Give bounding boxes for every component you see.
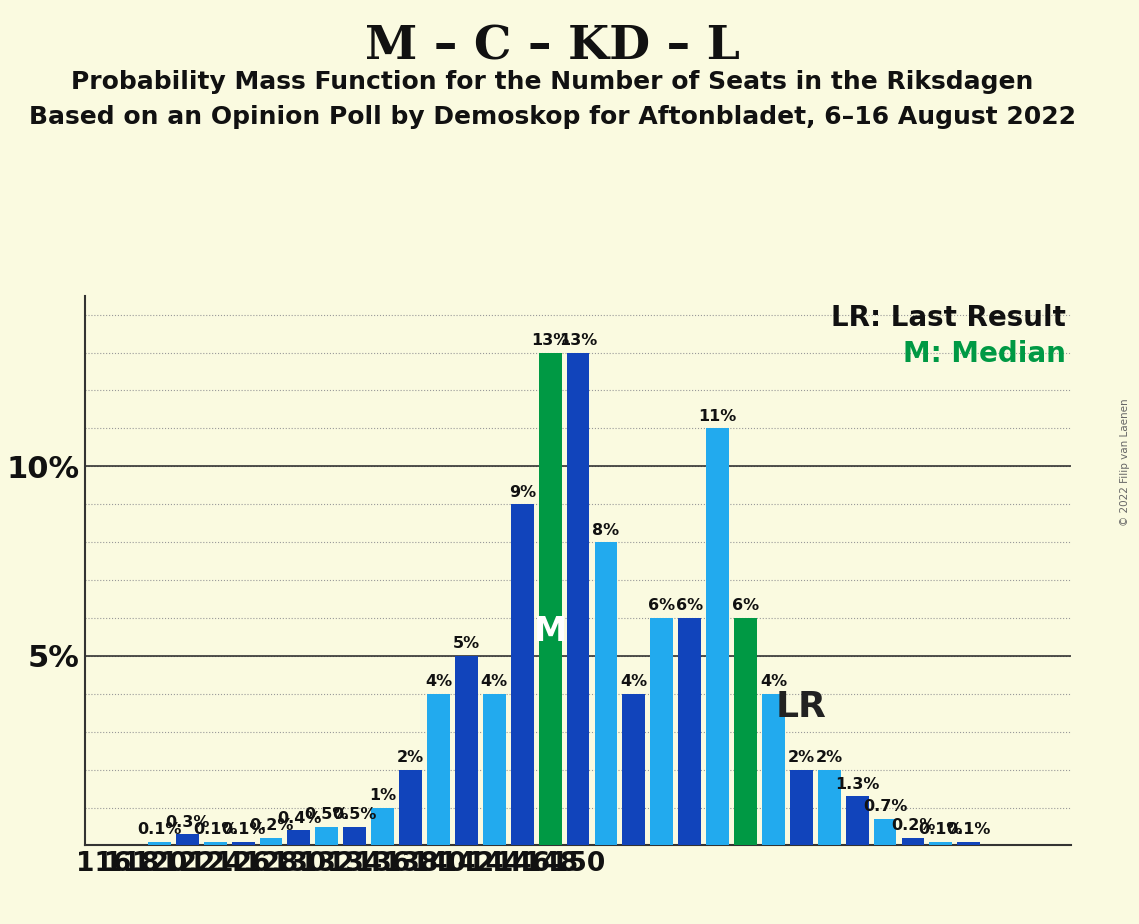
Text: 0.2%: 0.2%	[248, 819, 293, 833]
Bar	[231, 842, 254, 845]
Text: © 2022 Filip van Laenen: © 2022 Filip van Laenen	[1120, 398, 1130, 526]
Bar	[204, 842, 227, 845]
Text: 0.4%: 0.4%	[277, 810, 321, 826]
Text: 0.1%: 0.1%	[221, 822, 265, 837]
Text: 0.5%: 0.5%	[304, 807, 349, 822]
Bar	[566, 353, 590, 845]
Bar	[845, 796, 869, 845]
Bar	[316, 826, 338, 845]
Text: Based on an Opinion Poll by Demoskop for Aftonbladet, 6–16 August 2022: Based on an Opinion Poll by Demoskop for…	[28, 105, 1076, 129]
Text: 0.7%: 0.7%	[863, 799, 908, 814]
Text: 0.1%: 0.1%	[919, 822, 964, 837]
Text: 1.3%: 1.3%	[835, 776, 879, 792]
Bar	[343, 826, 367, 845]
Bar	[902, 838, 925, 845]
Text: LR: Last Result: LR: Last Result	[830, 304, 1066, 332]
Text: 9%: 9%	[509, 485, 535, 500]
Bar	[510, 505, 534, 845]
Bar	[818, 770, 841, 845]
Text: 6%: 6%	[677, 599, 703, 614]
Text: M: Median: M: Median	[903, 340, 1066, 368]
Bar	[622, 694, 646, 845]
Bar	[427, 694, 450, 845]
Bar	[595, 542, 617, 845]
Text: 4%: 4%	[481, 675, 508, 689]
Bar	[929, 842, 952, 845]
Text: 0.1%: 0.1%	[947, 822, 991, 837]
Text: LR: LR	[776, 690, 827, 724]
Bar	[762, 694, 785, 845]
Text: 0.2%: 0.2%	[891, 819, 935, 833]
Bar	[734, 618, 757, 845]
Text: 2%: 2%	[398, 750, 424, 765]
Text: 0.3%: 0.3%	[165, 815, 210, 830]
Text: 2%: 2%	[788, 750, 814, 765]
Bar	[148, 842, 171, 845]
Text: 0.1%: 0.1%	[192, 822, 237, 837]
Bar	[483, 694, 506, 845]
Bar	[175, 834, 198, 845]
Bar	[874, 819, 896, 845]
Text: 13%: 13%	[531, 333, 570, 348]
Text: 2%: 2%	[816, 750, 843, 765]
Text: Probability Mass Function for the Number of Seats in the Riksdagen: Probability Mass Function for the Number…	[72, 70, 1033, 94]
Text: M: M	[533, 615, 567, 649]
Bar	[399, 770, 423, 845]
Text: 5%: 5%	[453, 637, 480, 651]
Text: 4%: 4%	[425, 675, 452, 689]
Bar	[539, 353, 562, 845]
Text: 13%: 13%	[559, 333, 597, 348]
Text: 4%: 4%	[621, 675, 647, 689]
Text: 0.1%: 0.1%	[137, 822, 181, 837]
Text: 0.5%: 0.5%	[333, 807, 377, 822]
Text: 6%: 6%	[648, 599, 675, 614]
Bar	[789, 770, 813, 845]
Text: 6%: 6%	[732, 599, 759, 614]
Text: 1%: 1%	[369, 788, 396, 803]
Bar	[678, 618, 702, 845]
Bar	[706, 429, 729, 845]
Bar	[650, 618, 673, 845]
Bar	[371, 808, 394, 845]
Bar	[287, 831, 311, 845]
Bar	[260, 838, 282, 845]
Bar	[958, 842, 981, 845]
Bar	[454, 656, 478, 845]
Text: 4%: 4%	[760, 675, 787, 689]
Text: 11%: 11%	[698, 408, 737, 424]
Text: 8%: 8%	[592, 523, 620, 538]
Text: M – C – KD – L: M – C – KD – L	[364, 23, 740, 69]
